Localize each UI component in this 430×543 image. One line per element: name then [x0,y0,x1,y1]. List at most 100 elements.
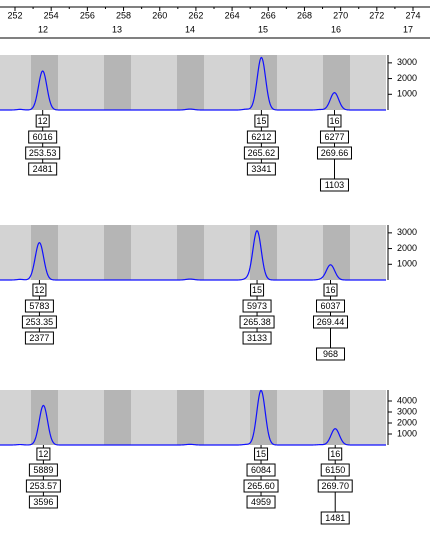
trace [0,56,386,111]
label-box [32,283,47,297]
peak-point: 5783 [29,301,49,311]
label-box [246,162,276,176]
y-tick-label: 2000 [397,243,417,253]
peak-size: 269.44 [317,317,345,327]
allele-bin [323,225,350,280]
label-box [21,315,57,329]
label-box [254,447,269,461]
allele-bin [177,225,204,280]
label-box [317,479,353,493]
peak-allele: 15 [252,285,262,295]
marker-label: 17 [403,24,413,34]
peak-point: 6277 [324,132,344,142]
peak-size: 253.35 [26,317,54,327]
allele-bin [31,390,58,445]
label-box [25,479,61,493]
ruler-label: 270 [333,10,348,20]
peak-point: 6037 [320,301,340,311]
ruler-label: 264 [225,10,240,20]
label-box [246,463,276,477]
peak-height: 2377 [29,333,49,343]
allele-bin [323,55,350,110]
peak-size: 253.53 [29,148,57,158]
label-box [24,331,54,345]
y-tick-label: 1000 [397,89,417,99]
ruler-label: 260 [152,10,167,20]
peak-height: 3596 [33,497,53,507]
allele-bin [104,390,131,445]
label-box [316,146,352,160]
peak-height: 1103 [325,180,344,190]
label-box [239,315,275,329]
marker-label: 12 [38,24,48,34]
label-box [24,299,54,313]
y-tick-label: 2000 [397,417,417,427]
label-box [35,114,50,128]
peak-height: 3341 [251,164,271,174]
label-box [250,283,265,297]
ruler-label: 274 [405,10,420,20]
label-box [242,299,272,313]
peak-point: 5889 [33,465,53,475]
y-tick-label: 1000 [397,428,417,438]
y-tick-label: 3000 [397,406,417,416]
marker-label: 16 [331,24,341,34]
allele-bin [104,55,131,110]
label-box [28,463,58,477]
peak-height: 3133 [247,333,267,343]
peak-height: 4959 [251,497,271,507]
label-box [327,114,342,128]
peak-height: 968 [323,349,338,359]
peak-size: 269.66 [321,148,349,158]
peak-allele: 12 [38,449,48,459]
label-box [323,283,338,297]
trace [0,230,386,281]
label-box [28,162,58,176]
label-box [243,479,279,493]
y-tick-label: 1000 [397,259,417,269]
y-tick-label: 3000 [397,57,417,67]
label-box [254,114,269,128]
label-box [246,130,276,144]
label-box [316,347,346,361]
allele-bin [177,390,204,445]
peak-point: 6084 [251,465,271,475]
label-box [246,495,276,509]
label-box [328,447,343,461]
peak-size: 265.60 [247,481,275,491]
peak-point: 6016 [33,132,53,142]
label-box [319,130,349,144]
label-box [242,331,272,345]
allele-bin [31,225,58,280]
peak-allele: 16 [329,116,339,126]
ruler-label: 268 [297,10,312,20]
peak-allele: 12 [38,116,48,126]
label-box [316,299,346,313]
ruler-label: 266 [261,10,276,20]
trace [0,389,386,446]
label-box [25,146,61,160]
ruler-label: 254 [44,10,59,20]
ruler-label: 256 [80,10,95,20]
peak-height: 1481 [325,513,345,523]
peak-height: 2481 [33,164,53,174]
label-box [320,463,350,477]
allele-bin [250,225,277,280]
label-box [313,315,349,329]
peak-point: 6212 [251,132,271,142]
marker-label: 14 [185,24,195,34]
peak-allele: 15 [256,116,266,126]
peak-allele: 15 [256,449,266,459]
ruler-label: 262 [188,10,203,20]
peak-allele: 16 [330,449,340,459]
peak-size: 265.62 [248,148,276,158]
peak-point: 6150 [325,465,345,475]
label-box [28,130,58,144]
peak-size: 269.70 [321,481,349,491]
allele-bin [104,225,131,280]
y-tick-label: 3000 [397,227,417,237]
label-box [28,495,58,509]
peak-size: 265.38 [243,317,271,327]
peak-allele: 16 [325,285,335,295]
